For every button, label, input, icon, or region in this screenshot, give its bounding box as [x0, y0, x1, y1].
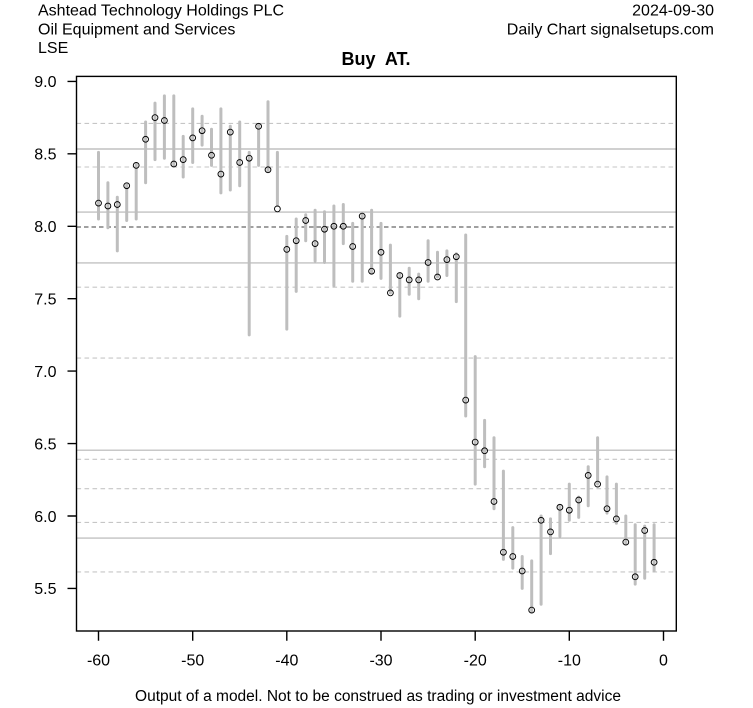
- svg-text:8.0: 8.0: [34, 219, 56, 236]
- svg-text:Oil Equipment and Services: Oil Equipment and Services: [38, 22, 235, 39]
- svg-text:Output of a model. Not to be c: Output of a model. Not to be construed a…: [135, 688, 621, 705]
- svg-text:Buy AT.: Buy AT.: [341, 49, 410, 69]
- svg-text:-10: -10: [558, 653, 581, 670]
- svg-text:Ashtead Technology Holdings PL: Ashtead Technology Holdings PLC: [38, 3, 284, 20]
- svg-text:7.0: 7.0: [34, 364, 56, 381]
- svg-text:6.0: 6.0: [34, 509, 56, 526]
- svg-text:LSE: LSE: [38, 40, 68, 57]
- svg-text:-40: -40: [275, 653, 298, 670]
- svg-text:Daily Chart signalsetups.com: Daily Chart signalsetups.com: [507, 22, 714, 39]
- svg-text:6.5: 6.5: [34, 436, 56, 453]
- svg-text:-20: -20: [464, 653, 487, 670]
- svg-text:8.5: 8.5: [34, 147, 56, 164]
- svg-text:7.5: 7.5: [34, 292, 56, 309]
- svg-text:2024-09-30: 2024-09-30: [632, 3, 714, 20]
- svg-text:0: 0: [659, 653, 668, 670]
- svg-text:-60: -60: [87, 653, 110, 670]
- svg-text:9.0: 9.0: [34, 74, 56, 91]
- svg-text:-30: -30: [369, 653, 392, 670]
- svg-text:5.5: 5.5: [34, 581, 56, 598]
- svg-text:-50: -50: [181, 653, 204, 670]
